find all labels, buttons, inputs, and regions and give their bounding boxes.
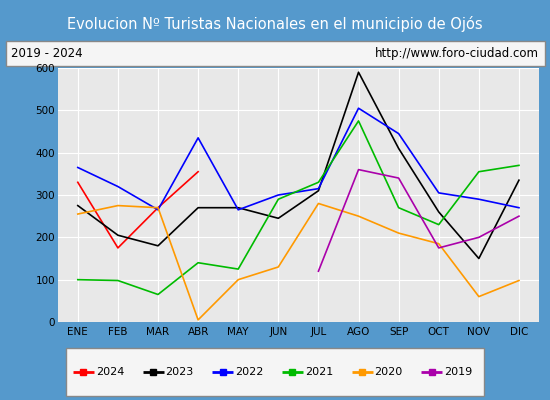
Text: 2023: 2023 [166,367,194,377]
Text: 2021: 2021 [305,367,333,377]
Text: 2019: 2019 [444,367,472,377]
Text: 2022: 2022 [235,367,263,377]
Text: 2019 - 2024: 2019 - 2024 [11,47,82,60]
Text: 2020: 2020 [375,367,403,377]
Text: Evolucion Nº Turistas Nacionales en el municipio de Ojós: Evolucion Nº Turistas Nacionales en el m… [67,16,483,32]
Text: 2024: 2024 [96,367,124,377]
Text: http://www.foro-ciudad.com: http://www.foro-ciudad.com [375,47,539,60]
